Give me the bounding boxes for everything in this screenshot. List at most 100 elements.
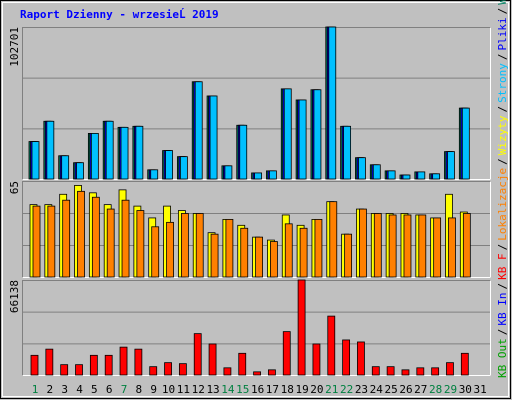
bar	[357, 341, 365, 376]
bar	[223, 367, 232, 376]
y-tick-label: 102701	[8, 27, 21, 67]
legend-separator: /	[496, 54, 509, 61]
legend: KB Out / KB In / KB F / Lokalizacje / Wizyty / Str…	[496, 0, 509, 378]
bar	[89, 354, 98, 376]
bar	[210, 233, 219, 278]
bar	[270, 241, 278, 278]
bar	[253, 371, 261, 376]
x-tick-label: 13	[206, 383, 219, 396]
bar	[416, 367, 425, 376]
bar	[165, 150, 173, 180]
x-tick-label: 3	[61, 383, 68, 396]
bar	[403, 214, 412, 278]
x-tick-label: 1	[32, 383, 39, 396]
bar	[164, 362, 172, 376]
bar	[344, 233, 353, 278]
bar	[313, 89, 322, 180]
bar	[136, 210, 145, 278]
x-tick-label: 11	[177, 383, 190, 396]
plot-area	[22, 27, 491, 180]
legend-entry: KB Out	[496, 338, 509, 378]
bar	[193, 333, 202, 376]
bar	[104, 354, 113, 376]
bar	[105, 120, 114, 180]
bar	[30, 354, 39, 376]
bar	[135, 125, 144, 180]
bar	[195, 213, 204, 278]
bar	[194, 81, 203, 180]
x-tick-label: 7	[121, 383, 128, 396]
x-tick-label: 23	[355, 383, 368, 396]
legend-entry: Pliki	[496, 17, 509, 50]
bar	[417, 171, 426, 180]
bar	[431, 367, 440, 376]
bar	[224, 165, 233, 180]
x-tick-label: 8	[136, 383, 143, 396]
x-tick-label: 25	[385, 383, 398, 396]
legend-separator: /	[496, 106, 509, 113]
bar	[386, 366, 395, 376]
bar	[372, 164, 381, 180]
x-tick-label: 27	[414, 383, 427, 396]
bar	[240, 227, 249, 278]
x-tick-label: 9	[150, 383, 157, 396]
legend-separator: /	[496, 8, 509, 15]
bar	[119, 346, 128, 376]
bar	[179, 156, 188, 180]
bar	[77, 190, 85, 278]
x-tick-label: 14	[221, 383, 235, 396]
bar	[401, 369, 410, 376]
bar	[60, 364, 69, 376]
bar	[90, 133, 99, 180]
bar	[76, 162, 84, 180]
bar	[446, 362, 454, 376]
bar	[460, 352, 469, 376]
bar	[106, 208, 115, 278]
bar	[297, 279, 306, 376]
x-tick-label: 26	[399, 383, 412, 396]
bar	[314, 218, 323, 278]
bar	[433, 217, 442, 278]
bar	[269, 170, 277, 180]
legend-separator: /	[496, 244, 509, 251]
legend-entry: Strony	[496, 63, 509, 103]
bar	[359, 208, 367, 278]
bar	[255, 236, 263, 278]
bar	[75, 364, 83, 376]
legend-entry: KB In	[496, 293, 509, 326]
x-tick-label: 18	[281, 383, 294, 396]
bar	[342, 339, 351, 376]
x-tick-label: 17	[266, 383, 279, 396]
bar	[462, 213, 471, 278]
x-tick-label: 29	[444, 383, 457, 396]
x-tick-label: 20	[310, 383, 323, 396]
x-tick-label: 6	[106, 383, 113, 396]
bar	[299, 227, 308, 278]
bar	[166, 221, 174, 278]
bar	[225, 218, 234, 278]
bar	[402, 174, 411, 180]
bar	[387, 170, 396, 180]
x-tick-label: 10	[162, 383, 175, 396]
bar	[31, 141, 40, 180]
bar	[239, 124, 248, 180]
bar	[254, 172, 262, 180]
x-tick-label: 12	[192, 383, 205, 396]
bar	[388, 214, 397, 278]
outer-bevel	[2, 2, 509, 397]
x-tick-label: 5	[91, 383, 98, 396]
legend-entry: Wywołania	[496, 0, 509, 5]
bar	[61, 155, 70, 180]
y-tick-label: 65	[8, 181, 21, 194]
legend-separator: /	[496, 283, 509, 290]
bar	[284, 223, 293, 278]
bar	[268, 369, 276, 376]
x-tick-label: 21	[325, 383, 338, 396]
bar	[149, 366, 158, 376]
legend-separator: /	[496, 158, 509, 165]
bar	[418, 214, 427, 278]
bar	[151, 226, 160, 278]
bar	[327, 315, 336, 376]
